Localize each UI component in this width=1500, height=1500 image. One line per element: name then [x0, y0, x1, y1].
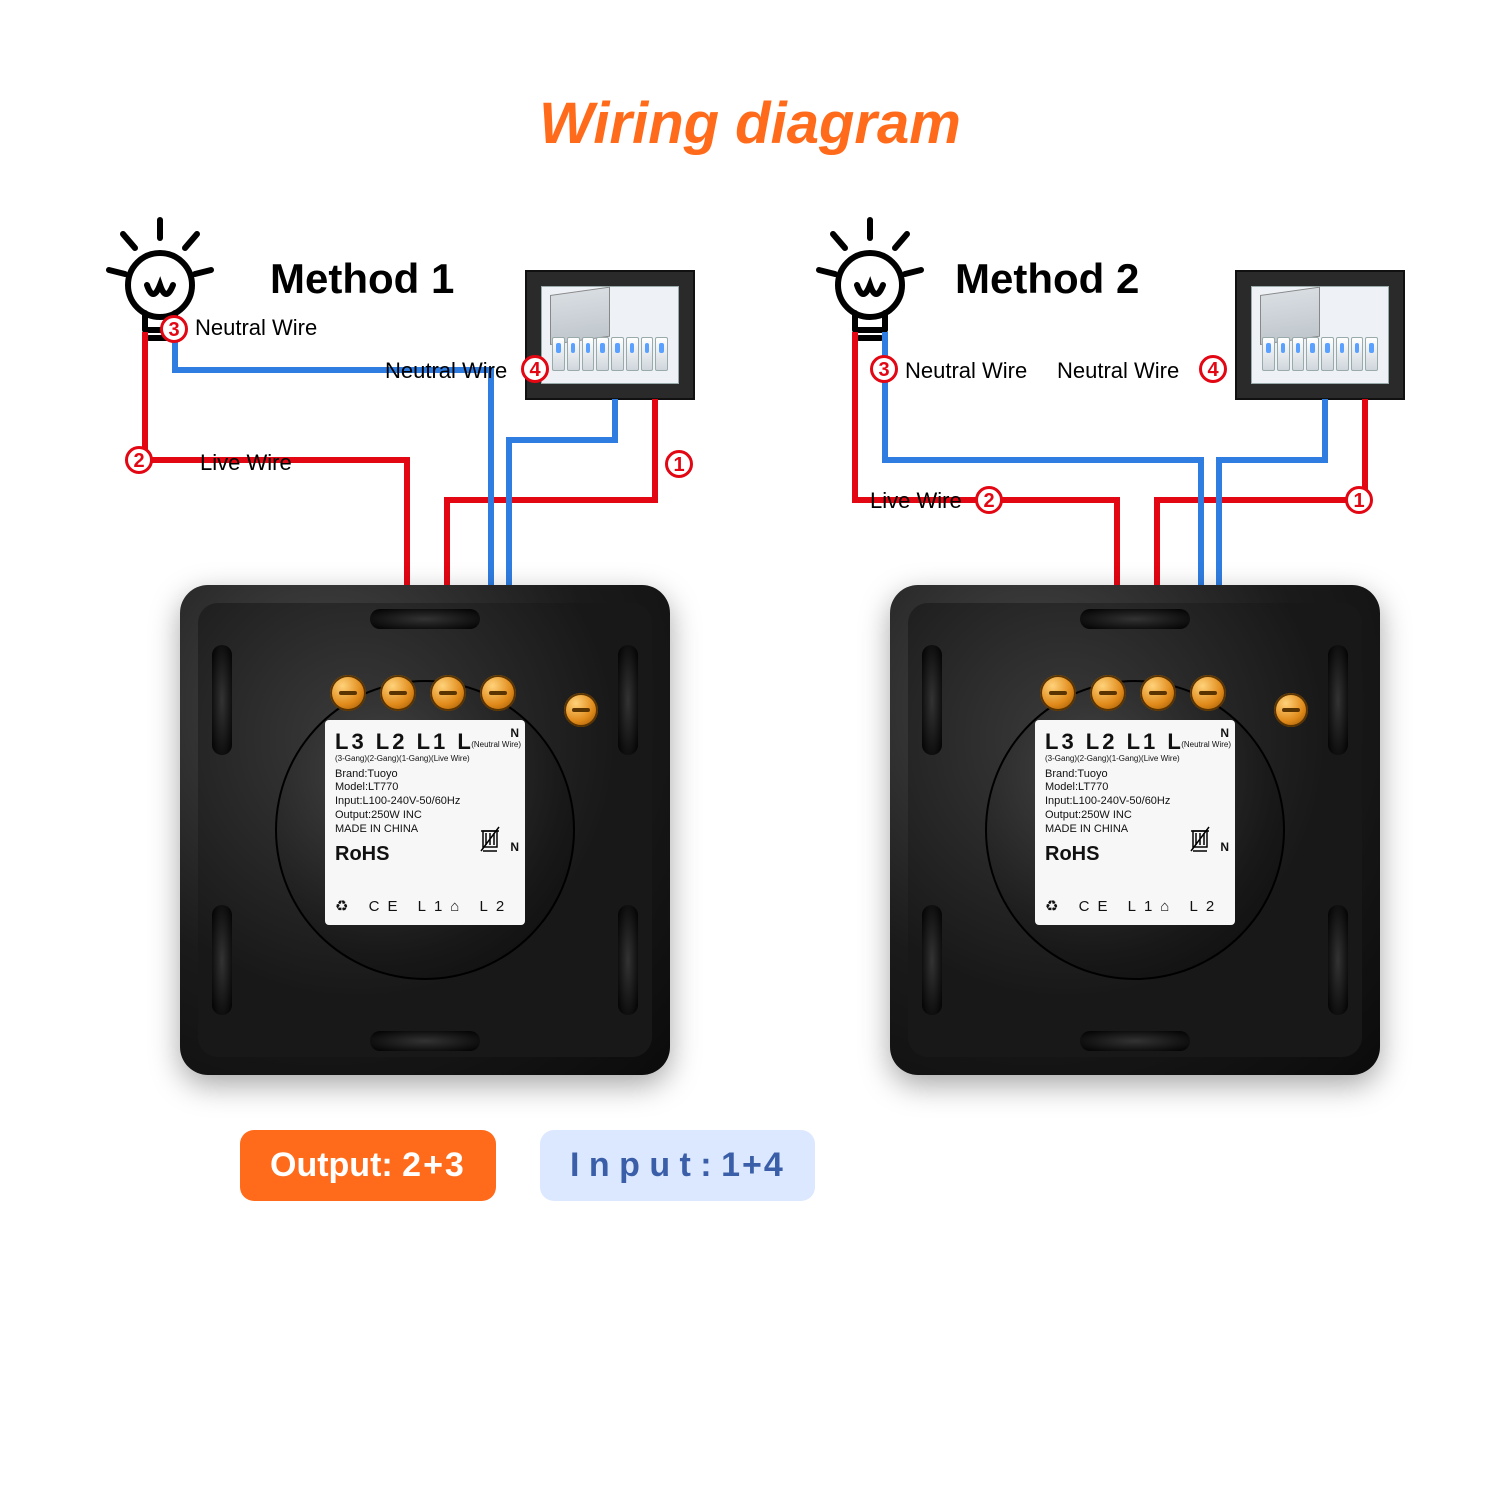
weee-icon [1189, 825, 1211, 853]
neutral-label-b: Neutral Wire [1057, 358, 1179, 384]
terminal-l2 [1090, 675, 1126, 711]
badge-2: 2 [975, 486, 1003, 514]
terminal-n [1274, 693, 1308, 727]
neutral-label-a: Neutral Wire [905, 358, 1027, 384]
live-label: Live Wire [870, 488, 962, 514]
side-n: N [1220, 726, 1229, 741]
fusebox-icon [525, 270, 695, 400]
brand-row: Brand:Tuoyo [335, 768, 515, 782]
method1-title: Method 1 [270, 255, 454, 303]
side-n2: N [1220, 840, 1229, 855]
output-nums: 2+3 [402, 1146, 466, 1184]
term-sub: (3-Gang)(2-Gang)(1-Gang)(Live Wire) [335, 754, 515, 764]
bottom-icons: ♻ C͏E L1⌂ L2 [1045, 898, 1222, 917]
output-label: Output: [270, 1146, 393, 1184]
bulb-icon [805, 210, 935, 350]
terminal-l3 [1040, 675, 1076, 711]
badge-1: 1 [1345, 486, 1373, 514]
switch-back: L3 L2 L1 L (3-Gang)(2-Gang)(1-Gang)(Live… [890, 585, 1380, 1075]
badge-3: 3 [160, 315, 188, 343]
switch-back: L3 L2 L1 L (3-Gang)(2-Gang)(1-Gang)(Live… [180, 585, 670, 1075]
spec-label: L3 L2 L1 L (3-Gang)(2-Gang)(1-Gang)(Live… [325, 720, 525, 925]
input-pill: I n p u t : 1+4 [540, 1130, 815, 1201]
terminal-l1 [430, 675, 466, 711]
term-sub: (3-Gang)(2-Gang)(1-Gang)(Live Wire) [1045, 754, 1225, 764]
bottom-icons: ♻ C͏E L1⌂ L2 [335, 898, 512, 917]
model-row: Model:LT770 [1045, 781, 1225, 795]
terminal-l2 [380, 675, 416, 711]
input-row: Input:L100-240V-50/60Hz [335, 795, 515, 809]
badge-2: 2 [125, 446, 153, 474]
input-nums: 1+4 [721, 1146, 785, 1184]
terminal-l1 [1140, 675, 1176, 711]
input-row: Input:L100-240V-50/60Hz [1045, 795, 1225, 809]
output-row: Output:250W INC [335, 809, 515, 823]
brand-row: Brand:Tuoyo [1045, 768, 1225, 782]
fusebox-icon [1235, 270, 1405, 400]
badge-3: 3 [870, 355, 898, 383]
terminal-row [1040, 675, 1226, 711]
neutral-sub: (Neutral Wire) [1181, 740, 1231, 750]
badge-4: 4 [1199, 355, 1227, 383]
neutral-label-b: Neutral Wire [385, 358, 507, 384]
terminal-l [1190, 675, 1226, 711]
method1-panel: Method 1 [95, 200, 755, 1100]
terminal-n [564, 693, 598, 727]
side-n2: N [510, 840, 519, 855]
live-label: Live Wire [200, 450, 292, 476]
spec-label: L3 L2 L1 L (3-Gang)(2-Gang)(1-Gang)(Live… [1035, 720, 1235, 925]
rohs: RoHS [1045, 842, 1099, 867]
neutral-sub: (Neutral Wire) [471, 740, 521, 750]
neutral-label-a: Neutral Wire [195, 315, 317, 341]
method2-title: Method 2 [955, 255, 1139, 303]
rohs: RoHS [335, 842, 389, 867]
input-label: I n p u t : [570, 1146, 712, 1184]
method2-panel: Method 2 3 Neut [805, 200, 1465, 1100]
terminal-row [330, 675, 516, 711]
terminal-l [480, 675, 516, 711]
output-pill: Output: 2+3 [240, 1130, 496, 1201]
model-row: Model:LT770 [335, 781, 515, 795]
terminal-l3 [330, 675, 366, 711]
badge-1: 1 [665, 450, 693, 478]
page-title: Wiring diagram [0, 90, 1500, 157]
output-row: Output:250W INC [1045, 809, 1225, 823]
side-n: N [510, 726, 519, 741]
badge-4: 4 [521, 355, 549, 383]
weee-icon [479, 825, 501, 853]
